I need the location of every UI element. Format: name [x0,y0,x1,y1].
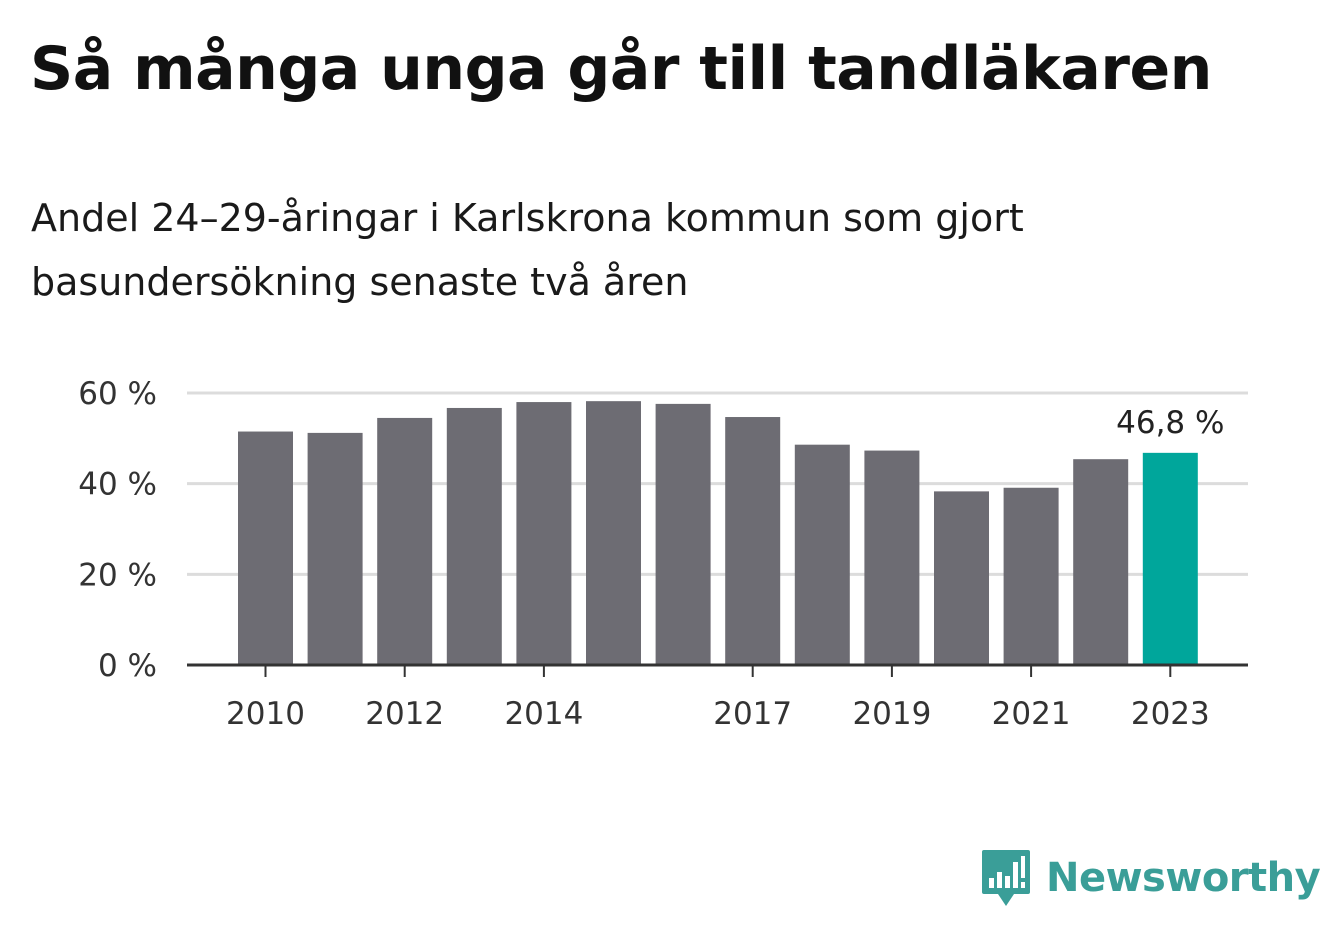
y-tick-label: 0 % [98,648,157,684]
bar-2019 [864,450,920,665]
bar-2013 [446,407,502,665]
bar-2021 [1003,487,1059,665]
chart-title: Så många unga går till tandläkaren [30,34,1212,104]
bar-2010 [238,431,293,665]
x-tick-label: 2010 [226,696,305,732]
x-tick-label: 2014 [504,696,583,732]
axes [187,663,1248,677]
data-label: 46,8 % [1116,405,1224,441]
y-tick-label: 60 % [78,376,157,412]
x-tick-label: 2017 [713,696,792,732]
bar-2022 [1073,459,1129,665]
bar-2020 [934,491,989,665]
x-tick-label: 2021 [992,696,1071,732]
bars [238,401,1198,665]
gridlines [187,391,1248,576]
bar-2011 [307,432,363,665]
x-tick-label: 2023 [1131,696,1210,732]
logo-text: Newsworthy [1046,855,1321,901]
bar-2012 [377,417,433,665]
bar-2014 [516,402,572,665]
y-tick-label: 20 % [78,557,157,593]
bar-2015 [586,401,641,665]
bar-2018 [794,444,850,665]
bar-2017 [725,417,781,665]
labels: 0 % 20 % 40 % 60 % 2010 2012 2014 2017 2019 2021 2… [78,376,1224,732]
x-tick-label: 2019 [852,696,931,732]
bar-chart-speech-bubble-icon [982,850,1030,906]
bar-2016 [655,403,711,665]
x-tick-label: 2012 [365,696,444,732]
y-tick-label: 40 % [78,467,157,503]
chart-subtitle: Andel 24–29-åringar i Karlskrona kommun … [31,196,1024,304]
bar-2023 [1142,452,1198,665]
newsworthy-logo: Newsworthy [980,848,1321,908]
